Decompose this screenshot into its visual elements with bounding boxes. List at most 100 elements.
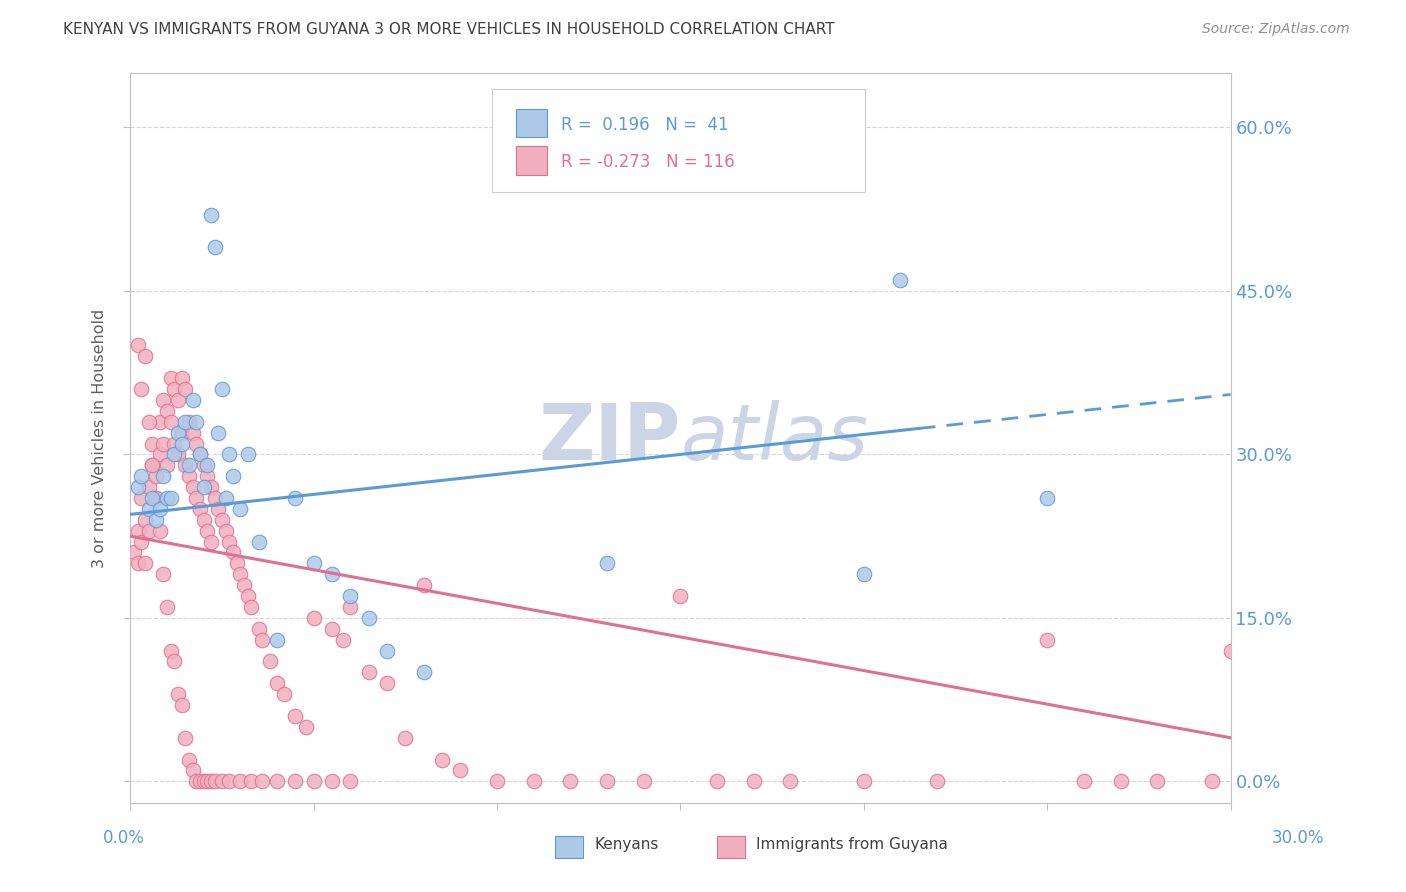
Point [207, 425, 229, 440]
Point [523, 774, 546, 789]
Point [156, 599, 179, 614]
Point [181, 392, 204, 407]
Point [129, 534, 152, 549]
Point [204, 240, 226, 254]
Point [321, 567, 343, 582]
Point [596, 557, 619, 571]
Point [177, 458, 200, 473]
Point [339, 599, 361, 614]
Point [195, 774, 218, 789]
Point [200, 534, 222, 549]
Point [302, 611, 325, 625]
Point [177, 415, 200, 429]
Point [302, 557, 325, 571]
Point [156, 404, 179, 418]
Point [266, 774, 288, 789]
Point [193, 774, 215, 789]
Point [170, 436, 193, 450]
Point [134, 349, 156, 363]
Point [236, 447, 259, 461]
Point [141, 458, 163, 473]
Point [170, 698, 193, 712]
Point [129, 469, 152, 483]
Point [214, 524, 236, 538]
Point [706, 774, 728, 789]
Point [218, 774, 240, 789]
Point [127, 480, 149, 494]
Point [889, 273, 911, 287]
Point [204, 774, 226, 789]
Point [145, 513, 167, 527]
Point [127, 524, 149, 538]
Point [266, 632, 288, 647]
Point [1219, 643, 1241, 657]
Point [321, 774, 343, 789]
Point [339, 589, 361, 603]
Point [167, 425, 190, 440]
Point [357, 611, 380, 625]
Point [200, 480, 222, 494]
Point [149, 447, 172, 461]
Point [214, 491, 236, 505]
Point [357, 665, 380, 680]
Point [193, 458, 215, 473]
Point [195, 458, 218, 473]
Point [149, 502, 172, 516]
Point [449, 764, 471, 778]
Point [200, 208, 222, 222]
Point [186, 491, 208, 505]
Point [159, 643, 181, 657]
Point [302, 774, 325, 789]
Point [163, 447, 186, 461]
Point [127, 338, 149, 352]
Point [229, 774, 252, 789]
Point [186, 415, 208, 429]
Text: Kenyans: Kenyans [595, 838, 659, 852]
Point [156, 458, 179, 473]
Point [779, 774, 801, 789]
Point [163, 436, 186, 450]
Point [332, 632, 354, 647]
Point [1109, 774, 1132, 789]
Point [152, 436, 174, 450]
Point [141, 436, 163, 450]
Point [195, 524, 218, 538]
Point [852, 567, 875, 582]
Point [412, 578, 434, 592]
Point [152, 392, 174, 407]
Point [152, 469, 174, 483]
Point [430, 753, 453, 767]
Point [174, 415, 197, 429]
Point [669, 589, 692, 603]
Text: R = -0.273   N = 116: R = -0.273 N = 116 [561, 153, 735, 171]
Text: atlas: atlas [681, 401, 869, 476]
Point [170, 425, 193, 440]
Y-axis label: 3 or more Vehicles in Household: 3 or more Vehicles in Household [93, 309, 107, 567]
Point [229, 502, 252, 516]
Point [218, 534, 240, 549]
Point [295, 720, 318, 734]
Point [138, 480, 160, 494]
Point [181, 425, 204, 440]
Point [375, 676, 398, 690]
Point [177, 469, 200, 483]
Point [375, 643, 398, 657]
Point [486, 774, 509, 789]
Point [167, 687, 190, 701]
Point [129, 491, 152, 505]
Point [145, 491, 167, 505]
Point [927, 774, 949, 789]
Point [252, 774, 274, 789]
Point [186, 436, 208, 450]
Point [284, 709, 307, 723]
Point [284, 774, 307, 789]
Point [266, 676, 288, 690]
Text: 30.0%: 30.0% [1272, 829, 1324, 847]
Point [145, 491, 167, 505]
Point [129, 382, 152, 396]
Point [177, 753, 200, 767]
Point [273, 687, 295, 701]
Text: ZIP: ZIP [538, 401, 681, 476]
Point [138, 502, 160, 516]
Point [200, 774, 222, 789]
